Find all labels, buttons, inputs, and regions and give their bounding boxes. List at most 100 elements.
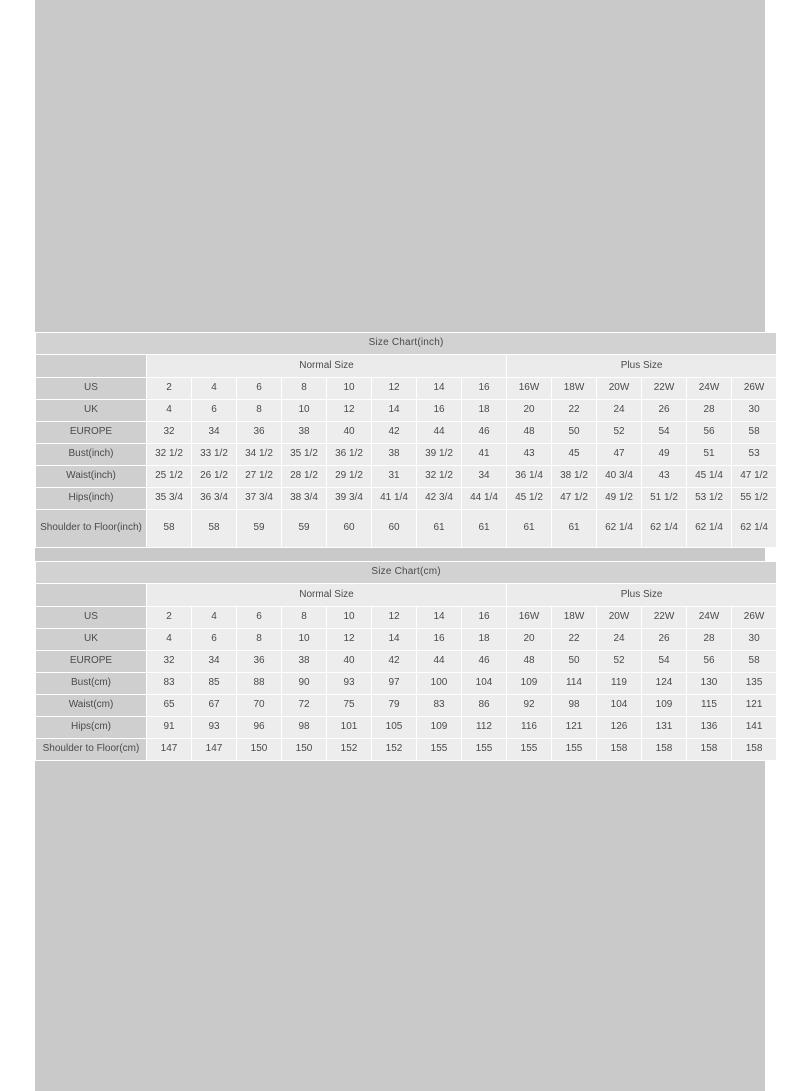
table-cell: 116 <box>507 717 551 738</box>
table-cell: 93 <box>192 717 236 738</box>
table-cell: 46 <box>462 651 506 672</box>
table-cell: 20 <box>507 400 551 421</box>
table-cell: 8 <box>237 629 281 650</box>
table-cell: 24W <box>687 378 731 399</box>
table-cell: 10 <box>327 378 371 399</box>
table-cell: 36 1/4 <box>507 466 551 487</box>
table-row: Hips(cm) 91 93 96 98 101 105 109 112 116 121 126 131… <box>36 717 777 738</box>
row-label: EUROPE <box>36 422 146 443</box>
table-cell: 6 <box>192 629 236 650</box>
table-cell: 83 <box>147 673 191 694</box>
chart-title-row: Size Chart(inch) <box>36 333 777 354</box>
table-cell: 50 <box>552 422 596 443</box>
table-cell: 49 <box>642 444 686 465</box>
table-cell: 8 <box>237 400 281 421</box>
table-cell: 38 1/2 <box>552 466 596 487</box>
table-cell: 130 <box>687 673 731 694</box>
table-cell: 41 1/4 <box>372 488 416 509</box>
table-cell: 85 <box>192 673 236 694</box>
table-cell: 4 <box>147 400 191 421</box>
table-cell: 12 <box>372 607 416 628</box>
group-header-row: Normal Size Plus Size <box>36 584 777 606</box>
group-header-normal-size: Normal Size <box>147 584 506 606</box>
size-chart-table: Size Chart(inch) Normal Size Plus Size US 2 4… <box>35 332 778 548</box>
table-cell: 10 <box>282 400 326 421</box>
table-cell: 56 <box>687 651 731 672</box>
row-label: US <box>36 607 146 628</box>
table-cell: 61 <box>417 510 461 547</box>
table-cell: 109 <box>507 673 551 694</box>
table-cell: 26W <box>732 378 777 399</box>
table-cell: 88 <box>237 673 281 694</box>
table-cell: 36 <box>237 651 281 672</box>
table-cell: 27 1/2 <box>237 466 281 487</box>
table-cell: 25 1/2 <box>147 466 191 487</box>
table-cell: 4 <box>192 378 236 399</box>
table-cell: 24W <box>687 607 731 628</box>
table-cell: 35 3/4 <box>147 488 191 509</box>
row-label: Hips(inch) <box>36 488 146 509</box>
table-cell: 58 <box>147 510 191 547</box>
table-cell: 33 1/2 <box>192 444 236 465</box>
table-cell: 158 <box>732 739 777 760</box>
row-label: UK <box>36 400 146 421</box>
table-cell: 83 <box>417 695 461 716</box>
group-header-plus-size: Plus Size <box>507 584 777 606</box>
table-cell: 10 <box>282 629 326 650</box>
table-cell: 93 <box>327 673 371 694</box>
table-cell: 92 <box>507 695 551 716</box>
table-cell: 105 <box>372 717 416 738</box>
table-cell: 22W <box>642 607 686 628</box>
table-cell: 96 <box>237 717 281 738</box>
table-row: Shoulder to Floor(inch) 58 58 59 59 60 60 61 61 6… <box>36 510 777 547</box>
table-cell: 56 <box>687 422 731 443</box>
table-cell: 86 <box>462 695 506 716</box>
table-cell: 28 1/2 <box>282 466 326 487</box>
page-content: Size Chart(inch) Normal Size Plus Size US 2 4… <box>35 0 778 1091</box>
table-cell: 109 <box>642 695 686 716</box>
table-cell: 38 <box>282 651 326 672</box>
table-cell: 34 <box>192 422 236 443</box>
table-cell: 98 <box>552 695 596 716</box>
table-cell: 62 1/4 <box>597 510 641 547</box>
table-cell: 52 <box>597 422 641 443</box>
row-label: Bust(cm) <box>36 673 146 694</box>
table-cell: 58 <box>732 651 777 672</box>
table-cell: 26 1/2 <box>192 466 236 487</box>
table-cell: 32 1/2 <box>417 466 461 487</box>
table-cell: 62 1/4 <box>642 510 686 547</box>
table-cell: 20W <box>597 378 641 399</box>
table-cell: 112 <box>462 717 506 738</box>
table-cell: 45 1/2 <box>507 488 551 509</box>
table-cell: 16 <box>417 400 461 421</box>
table-cell: 147 <box>147 739 191 760</box>
table-cell: 58 <box>732 422 777 443</box>
table-cell: 36 <box>237 422 281 443</box>
table-cell: 6 <box>237 607 281 628</box>
table-cell: 135 <box>732 673 777 694</box>
table-cell: 67 <box>192 695 236 716</box>
table-cell: 45 <box>552 444 596 465</box>
table-cell: 30 <box>732 400 777 421</box>
chart-title-row: Size Chart(cm) <box>36 562 777 583</box>
table-cell: 10 <box>327 607 371 628</box>
table-row: Shoulder to Floor(cm) 147 147 150 150 152 152 1… <box>36 739 777 760</box>
row-label: Bust(inch) <box>36 444 146 465</box>
row-label: Shoulder to Floor(inch) <box>36 510 146 547</box>
table-cell: 62 1/4 <box>732 510 777 547</box>
table-cell: 34 <box>462 466 506 487</box>
table-cell: 41 <box>462 444 506 465</box>
table-cell: 115 <box>687 695 731 716</box>
table-cell: 30 <box>732 629 777 650</box>
table-cell: 59 <box>282 510 326 547</box>
table-cell: 16 <box>417 629 461 650</box>
table-cell: 38 <box>372 444 416 465</box>
group-header-normal-size: Normal Size <box>147 355 506 377</box>
table-cell: 4 <box>147 629 191 650</box>
table-cell: 147 <box>192 739 236 760</box>
table-cell: 42 <box>372 651 416 672</box>
table-cell: 152 <box>327 739 371 760</box>
table-cell: 44 <box>417 651 461 672</box>
table-cell: 126 <box>597 717 641 738</box>
table-cell: 141 <box>732 717 777 738</box>
